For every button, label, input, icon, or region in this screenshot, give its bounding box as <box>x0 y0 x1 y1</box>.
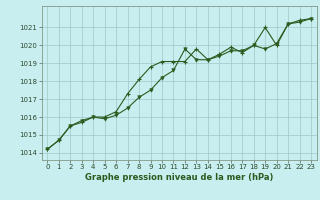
X-axis label: Graphe pression niveau de la mer (hPa): Graphe pression niveau de la mer (hPa) <box>85 173 273 182</box>
